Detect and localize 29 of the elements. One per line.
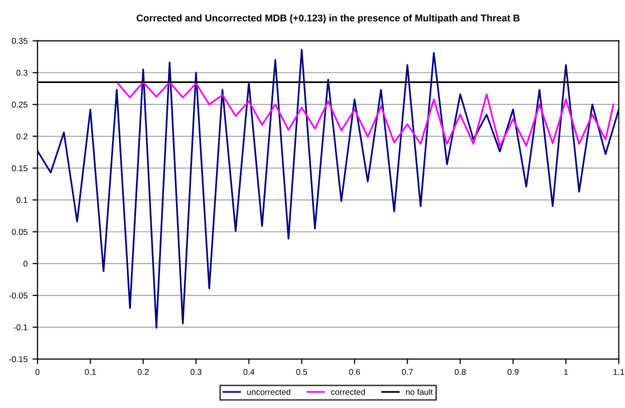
line-series [38, 48, 619, 329]
x-tick-label: 1.1 [614, 369, 624, 375]
x-tick-label: 1 [564, 369, 568, 375]
line-series [116, 81, 614, 148]
legend-label: uncorrected [247, 388, 290, 395]
y-tick-label: 0.25 [12, 102, 28, 108]
y-tick-label: -0.15 [9, 356, 28, 362]
x-tick-label: 0.5 [296, 368, 308, 375]
y-tick-label: 0.3 [16, 70, 28, 76]
y-tick-label: 0.1 [16, 197, 28, 204]
x-tick-label: 0.9 [508, 368, 518, 375]
y-tick-label: -0.1 [14, 324, 28, 330]
x-tick-label: 0.6 [349, 368, 360, 375]
x-tick-label: 0.3 [190, 368, 202, 375]
x-tick-label: 0.2 [138, 368, 149, 375]
y-tick-label: 0 [23, 260, 28, 267]
x-tick-label: 0.8 [454, 368, 466, 375]
y-tick-label: 0.2 [16, 133, 28, 140]
x-tick-label: 0.4 [243, 368, 254, 375]
y-tick-label: 0.05 [12, 228, 28, 235]
y-tick-label: -0.05 [9, 292, 28, 298]
x-tick-label: 0.1 [84, 368, 96, 375]
chart-title: Corrected and Uncorrected MDB (+0.123) in the presence of Multipath and Threat B [136, 14, 520, 24]
legend-label: no fault [406, 388, 433, 395]
y-tick-label: 0.15 [12, 165, 28, 172]
legend-label: corrected [331, 388, 365, 395]
x-tick-label: 0 [36, 368, 40, 375]
y-tick-label: 0.35 [12, 38, 28, 44]
x-tick-label: 0.7 [402, 368, 413, 375]
